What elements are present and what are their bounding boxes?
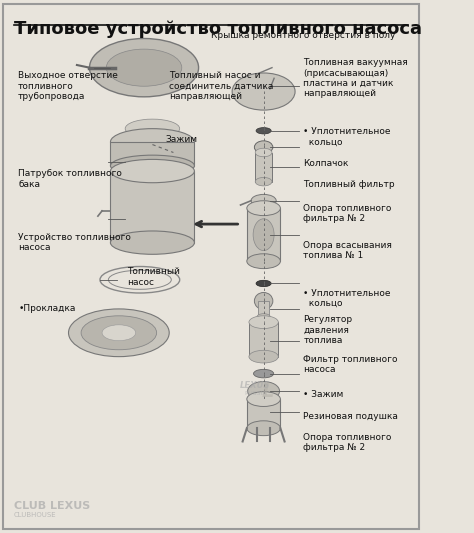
Text: • Уплотнительное
  кольцо: • Уплотнительное кольцо	[303, 127, 391, 146]
Text: CLUB LEXUS: CLUB LEXUS	[14, 502, 90, 511]
Text: Зажим: Зажим	[165, 135, 197, 144]
Ellipse shape	[81, 316, 156, 350]
Ellipse shape	[248, 382, 280, 401]
Text: LEXUS: LEXUS	[240, 382, 270, 391]
Text: Опора всасывания
топлива № 1: Опора всасывания топлива № 1	[303, 241, 392, 260]
Ellipse shape	[256, 280, 271, 287]
Text: Фильтр топливного
насоса: Фильтр топливного насоса	[303, 355, 398, 374]
Ellipse shape	[125, 119, 180, 138]
Text: Топливный фильтр: Топливный фильтр	[303, 180, 395, 189]
Ellipse shape	[255, 177, 272, 186]
Text: RUSSIA: RUSSIA	[244, 391, 266, 396]
Ellipse shape	[110, 128, 194, 155]
Ellipse shape	[106, 49, 182, 86]
Text: Резиновая подушка: Резиновая подушка	[303, 411, 398, 421]
Text: Патрубок топливного
бака: Патрубок топливного бака	[18, 169, 122, 189]
Ellipse shape	[90, 38, 199, 97]
Ellipse shape	[247, 392, 281, 407]
Bar	[110, 171, 194, 243]
Ellipse shape	[257, 314, 270, 320]
Text: Опора топливного
фильтра № 2: Опора топливного фильтра № 2	[303, 433, 392, 452]
Ellipse shape	[251, 195, 276, 207]
Ellipse shape	[110, 155, 194, 176]
Ellipse shape	[110, 159, 194, 183]
Ellipse shape	[256, 127, 271, 134]
Text: Топливный насос и
соединитель датчика
направляющей: Топливный насос и соединитель датчика на…	[169, 71, 273, 101]
Ellipse shape	[247, 421, 281, 435]
Ellipse shape	[255, 148, 272, 157]
Bar	[258, 301, 270, 317]
Ellipse shape	[254, 369, 273, 378]
Ellipse shape	[247, 254, 281, 269]
Bar	[249, 322, 278, 357]
Ellipse shape	[69, 309, 169, 357]
Ellipse shape	[232, 73, 295, 110]
Ellipse shape	[255, 293, 273, 310]
Text: •Прокладка: •Прокладка	[18, 304, 75, 313]
Text: • Уплотнительное
  кольцо: • Уплотнительное кольцо	[303, 288, 391, 308]
Text: Топливный
насос: Топливный насос	[127, 268, 180, 287]
Text: Регулятор
давления
топлива: Регулятор давления топлива	[303, 315, 353, 345]
Ellipse shape	[249, 350, 278, 363]
Text: Типовое устройство топливного насоса: Типовое устройство топливного насоса	[14, 20, 422, 38]
Text: CLUBHOUSE: CLUBHOUSE	[14, 512, 56, 518]
Ellipse shape	[255, 141, 273, 154]
Ellipse shape	[102, 325, 136, 341]
Text: Колпачок: Колпачок	[303, 159, 349, 167]
Text: • Зажим: • Зажим	[303, 390, 344, 399]
Bar	[255, 152, 272, 182]
Bar	[247, 399, 281, 428]
Bar	[110, 142, 194, 166]
Ellipse shape	[249, 316, 278, 328]
Ellipse shape	[247, 201, 281, 216]
Ellipse shape	[110, 231, 194, 254]
Ellipse shape	[253, 219, 274, 251]
Text: L: L	[262, 382, 274, 401]
Text: Топливная вакуумная
(присасывающая)
пластина и датчик
направляющей: Топливная вакуумная (присасывающая) плас…	[303, 58, 408, 99]
Text: Выходное отверстие
топливного
трубопровода: Выходное отверстие топливного трубопрово…	[18, 71, 118, 101]
Bar	[247, 208, 281, 261]
Text: Опора топливного
фильтра № 2: Опора топливного фильтра № 2	[303, 204, 392, 223]
Text: Крышка ремонтного отверстия в полу: Крышка ремонтного отверстия в полу	[211, 31, 395, 41]
Text: Устройство топливного
насоса: Устройство топливного насоса	[18, 233, 131, 252]
